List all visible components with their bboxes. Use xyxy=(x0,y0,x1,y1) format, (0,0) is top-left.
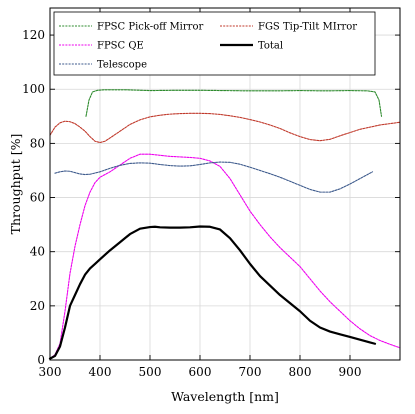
series-line-1 xyxy=(49,112,401,144)
y-axis-label: Throughput [%] xyxy=(8,134,23,235)
legend-label-4: Telescope xyxy=(97,60,147,71)
y-tick-label-0: 0 xyxy=(37,353,45,367)
y-tick-label-1: 20 xyxy=(30,299,45,313)
plot-frame xyxy=(49,7,401,361)
y-tick-label-6: 120 xyxy=(22,28,45,42)
legend-label-2: FPSC QE xyxy=(97,41,144,52)
x-tick-label-5: 800 xyxy=(289,365,312,379)
x-tick-label-2: 500 xyxy=(139,365,162,379)
x-tick-label-1: 400 xyxy=(89,365,112,379)
plot-border xyxy=(49,7,401,361)
y-tick-label-2: 40 xyxy=(30,245,45,259)
series-line-0 xyxy=(85,89,383,117)
tick-layer: 300 400 500 600 700 800 900 0 20 40 60 80 100 120 xyxy=(22,8,400,379)
series-layer xyxy=(48,89,401,360)
legend-label-3: Total xyxy=(258,41,283,52)
legend: FPSC Pick-off Mirror FGS Tip-Tilt MIrror F… xyxy=(53,11,376,76)
series-line-2 xyxy=(49,153,401,360)
x-tick-label-6: 900 xyxy=(339,365,362,379)
series-line-3 xyxy=(48,225,377,360)
x-tick-label-0: 300 xyxy=(39,365,62,379)
legend-box xyxy=(53,11,376,76)
series-line-4 xyxy=(54,161,374,193)
x-tick-label-3: 600 xyxy=(189,365,212,379)
y-tick-label-3: 60 xyxy=(30,191,45,205)
y-tick-label-4: 80 xyxy=(30,136,45,150)
x-tick-label-4: 700 xyxy=(239,365,262,379)
legend-label-1: FGS Tip-Tilt MIrror xyxy=(258,22,357,33)
y-tick-label-5: 100 xyxy=(22,82,45,96)
x-axis-label: Wavelength [nm] xyxy=(171,389,279,404)
legend-label-0: FPSC Pick-off Mirror xyxy=(97,22,203,33)
